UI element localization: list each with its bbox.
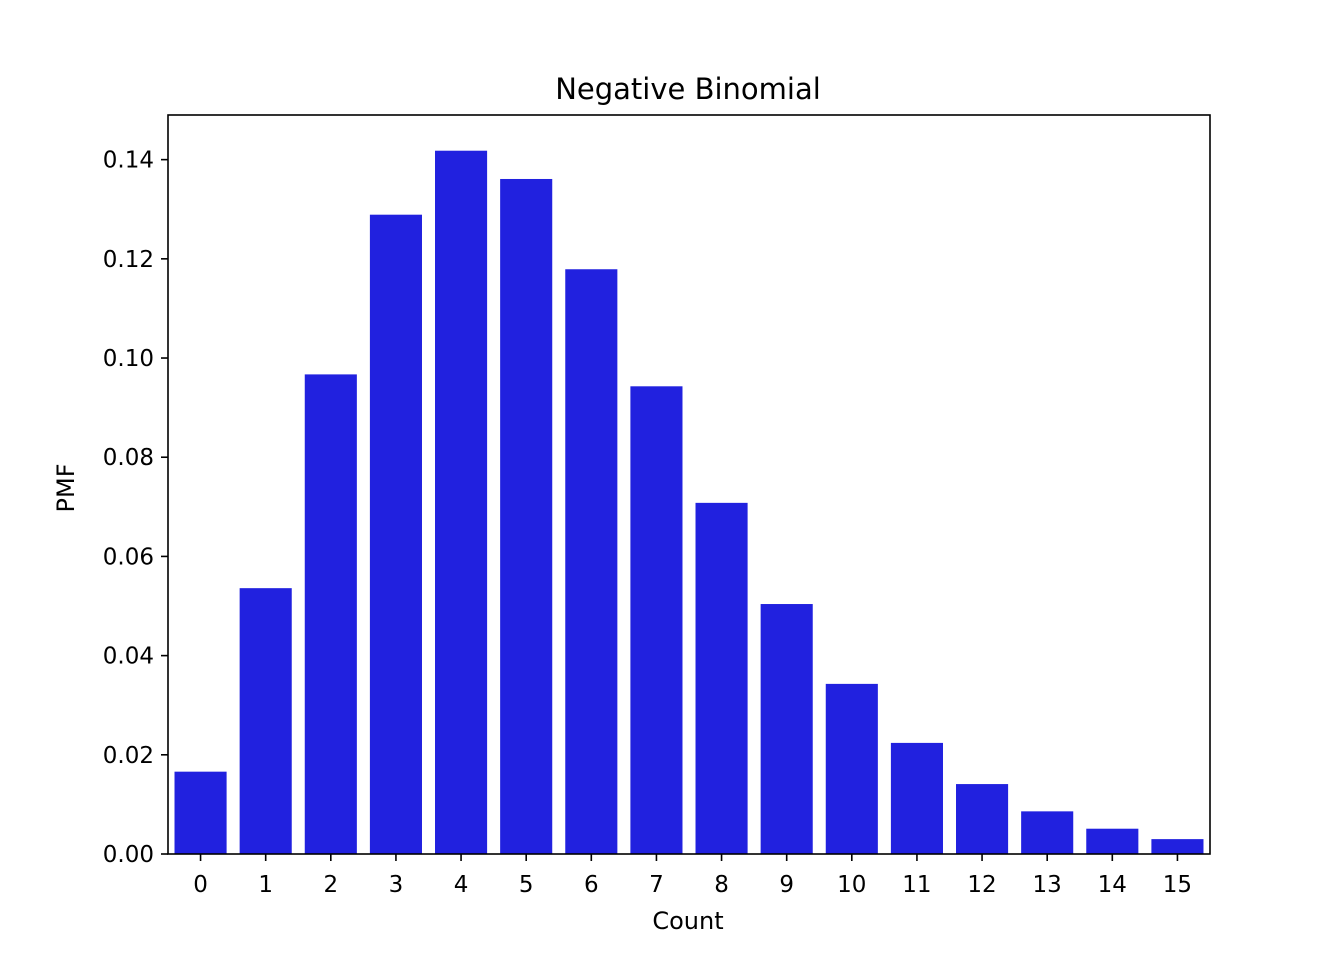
x-axis-label: Count (652, 907, 723, 935)
chart-title: Negative Binomial (555, 72, 821, 106)
bar-13 (1021, 811, 1074, 854)
x-tick-label: 3 (389, 872, 404, 898)
bar-12 (956, 784, 1009, 854)
bar-5 (500, 178, 553, 855)
y-tick-label: 0.02 (103, 743, 154, 769)
bar-6 (565, 269, 618, 854)
bar-8 (695, 502, 748, 854)
y-tick-label: 0.04 (103, 644, 154, 670)
y-tick-label: 0.06 (103, 544, 154, 570)
bars-group (174, 150, 1204, 855)
bar-10 (825, 683, 878, 854)
y-tick-label: 0.10 (103, 346, 154, 372)
x-tick-label: 1 (258, 872, 273, 898)
x-tick-label: 4 (454, 872, 469, 898)
x-tick-label: 5 (519, 872, 534, 898)
bar-15 (1151, 839, 1204, 854)
y-axis-ticks: 0.00 0.02 0.04 0.06 0.08 0.10 0.12 0.14 (103, 148, 168, 868)
x-tick-label: 12 (967, 872, 996, 898)
x-tick-label: 13 (1033, 872, 1062, 898)
x-tick-label: 8 (714, 872, 729, 898)
bar-4 (435, 150, 488, 854)
bar-3 (369, 214, 422, 854)
x-tick-label: 15 (1163, 872, 1192, 898)
x-tick-label: 7 (649, 872, 664, 898)
x-axis-ticks: 0 1 2 3 4 5 6 7 8 9 10 11 12 13 14 15 (193, 854, 1192, 898)
x-tick-label: 10 (837, 872, 866, 898)
bar-7 (630, 386, 683, 854)
bar-9 (760, 604, 813, 854)
y-axis-label: PMF (52, 464, 80, 513)
y-tick-label: 0.08 (103, 445, 154, 471)
x-tick-label: 0 (193, 872, 208, 898)
x-tick-label: 11 (902, 872, 931, 898)
y-tick-label: 0.12 (103, 247, 154, 273)
x-tick-label: 2 (323, 872, 338, 898)
x-tick-label: 14 (1098, 872, 1127, 898)
bar-2 (304, 374, 357, 854)
x-tick-label: 9 (779, 872, 794, 898)
bar-0 (174, 771, 227, 854)
x-tick-label: 6 (584, 872, 599, 898)
bar-14 (1086, 828, 1139, 854)
plot-area-frame (167, 114, 1211, 855)
y-tick-label: 0.00 (103, 842, 154, 868)
bar-11 (890, 742, 943, 854)
y-tick-label: 0.14 (103, 148, 154, 174)
bar-1 (239, 588, 292, 854)
